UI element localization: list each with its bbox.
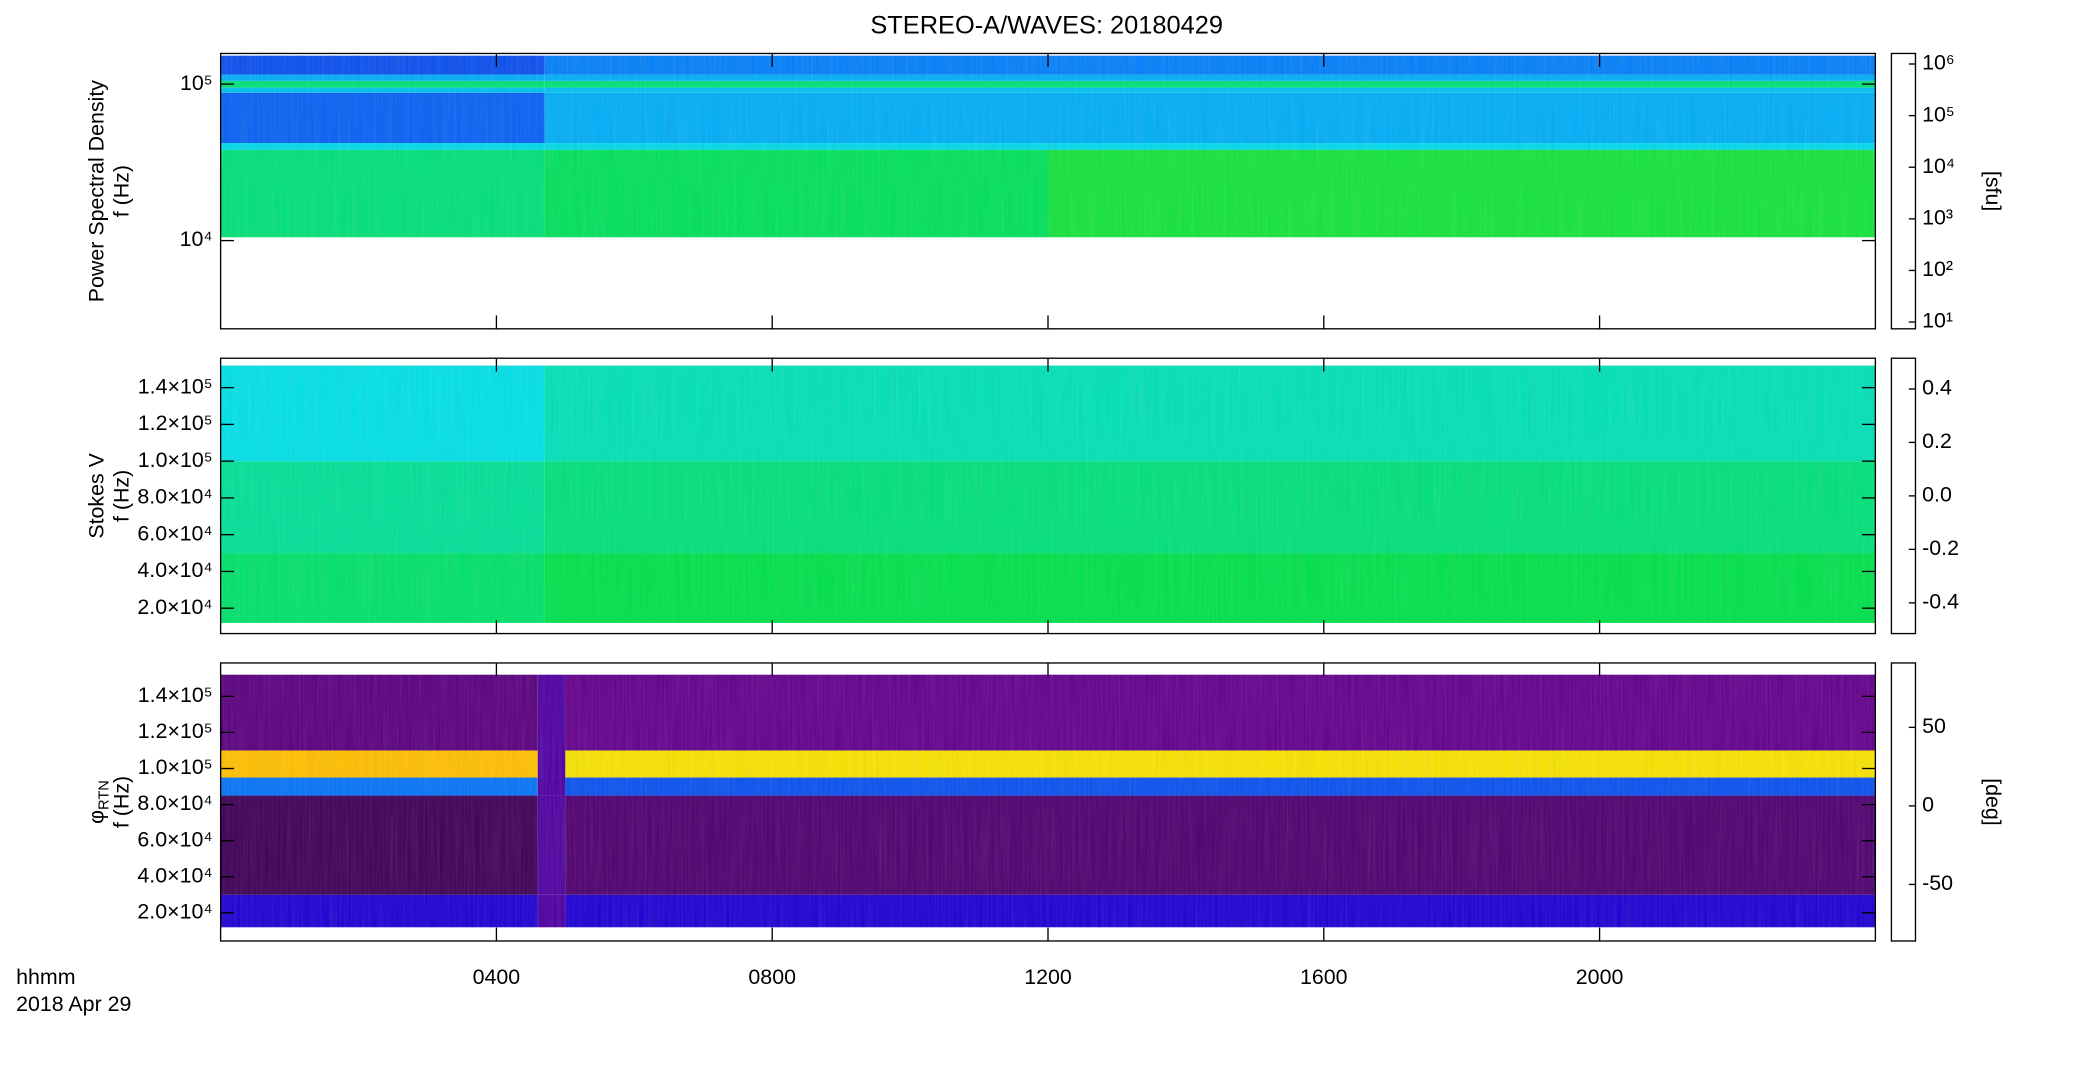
y-axis-label: f (Hz) [110, 165, 134, 217]
y-tick-label: 6.0×10⁴ [137, 521, 212, 545]
x-axis-label: hhmm [16, 965, 75, 989]
heatmap-cell [1048, 87, 1876, 93]
y-tick-label: 8.0×10⁴ [137, 791, 212, 815]
x-tick-label: 2000 [1576, 965, 1624, 989]
y-axis-label: f (Hz) [110, 470, 134, 522]
heatmap-cell [537, 894, 566, 928]
x-tick-label: 0400 [473, 965, 521, 989]
heatmap-cell [544, 365, 1876, 462]
y-tick-label: 1.0×10⁵ [138, 755, 213, 779]
colorbar-tick-label: 10⁵ [1922, 102, 1955, 126]
heatmap-cell [220, 894, 538, 928]
heatmap-cell [537, 674, 566, 751]
y-tick-label: 8.0×10⁴ [137, 485, 212, 509]
heatmap-cell [220, 750, 538, 778]
colorbar-tick-label: -0.2 [1922, 536, 1959, 560]
heatmap-cell [220, 149, 545, 238]
y-tick-label: 6.0×10⁴ [137, 827, 212, 851]
symbol: φ [84, 810, 108, 824]
heatmap [220, 55, 1876, 238]
heatmap-cell [220, 461, 545, 554]
colorbar [1890, 662, 1917, 942]
y-tick-label: 1.2×10⁵ [138, 719, 213, 743]
heatmap-cell [220, 795, 538, 895]
y-tick-label: 2.0×10⁴ [137, 595, 212, 619]
x-tick-label: 0800 [748, 965, 796, 989]
colorbar-tick-label: -0.4 [1922, 589, 1959, 613]
colorbar-tick-label: 10⁴ [1922, 154, 1955, 178]
y-tick-label: 1.2×10⁵ [138, 411, 213, 435]
colorbar [1890, 52, 1917, 330]
y-tick-label: 1.4×10⁵ [138, 374, 213, 398]
y-axis-label: Stokes V [84, 452, 108, 538]
y-axis-label: Power Spectral Density [84, 80, 108, 302]
date-label: 2018 Apr 29 [16, 992, 131, 1016]
heatmap-cell [544, 87, 1048, 93]
heatmap-cell [544, 149, 1048, 238]
x-tick-label: 1600 [1300, 965, 1348, 989]
heatmap [220, 674, 1876, 928]
heatmap-cell [544, 55, 1048, 75]
colorbar-tick-label: 0 [1922, 793, 1934, 817]
y-tick-label: 10⁵ [180, 71, 213, 95]
y-tick-label: 4.0×10⁴ [137, 863, 212, 887]
heatmap-cell [537, 777, 566, 796]
heatmap-cell [544, 461, 1876, 554]
heatmap-cell [565, 795, 1876, 895]
colorbar-tick-label: 10³ [1922, 205, 1953, 229]
y-tick-label: 1.0×10⁵ [138, 448, 213, 472]
y-tick-label: 2.0×10⁴ [137, 899, 212, 923]
heatmap-cell [537, 795, 566, 895]
heatmap-cell [220, 674, 538, 751]
colorbar-tick-label: 10⁶ [1922, 51, 1955, 75]
heatmap-cell [220, 365, 545, 462]
y-axis-label: f (Hz) [110, 776, 134, 828]
heatmap-cell [1048, 92, 1876, 144]
heatmap-cell [1048, 74, 1876, 81]
heatmap [220, 365, 1876, 623]
heatmap-cell [544, 143, 1048, 150]
heatmap-cell [1048, 80, 1876, 88]
heatmap-cell [544, 80, 1048, 88]
y-tick-label: 4.0×10⁴ [137, 558, 212, 582]
colorbar-tick-label: 10¹ [1922, 309, 1953, 333]
subscript: RTN [96, 780, 112, 810]
heatmap-cell [544, 74, 1048, 81]
colorbar-tick-label: -50 [1922, 871, 1953, 895]
heatmap-cell [220, 87, 545, 93]
colorbar-label: [sfu] [1981, 171, 2005, 211]
y-tick-label: 10⁴ [180, 227, 213, 251]
colorbar-tick-label: 50 [1922, 714, 1946, 738]
chart-title: STEREO-A/WAVES: 20180429 [870, 11, 1223, 39]
heatmap-cell [565, 674, 1876, 751]
colorbar-tick-label: 10² [1922, 257, 1953, 281]
heatmap-cell [220, 80, 545, 88]
heatmap-cell [220, 143, 545, 150]
colorbar-tick-label: 0.2 [1922, 429, 1952, 453]
colorbar-tick-label: 0.0 [1922, 483, 1952, 507]
heatmap-cell [565, 777, 1876, 796]
heatmap-cell [220, 553, 545, 623]
heatmap-cell [220, 74, 545, 81]
y-tick-label: 1.4×10⁵ [138, 683, 213, 707]
heatmap-cell [1048, 55, 1876, 75]
y-axis-symbol: φRTN [84, 780, 112, 824]
heatmap-cell [544, 553, 1876, 623]
heatmap-cell [220, 777, 538, 796]
x-tick-label: 1200 [1024, 965, 1072, 989]
heatmap-cell [1048, 143, 1876, 150]
heatmap-cell [565, 750, 1876, 778]
heatmap-cell [565, 894, 1876, 928]
heatmap-cell [537, 750, 566, 778]
heatmap-cell [1048, 149, 1876, 238]
heatmap-cell [544, 92, 1048, 144]
colorbar-label: [deg] [1981, 778, 2005, 826]
colorbar-tick-label: 0.4 [1922, 376, 1952, 400]
heatmap-cell [220, 92, 545, 144]
